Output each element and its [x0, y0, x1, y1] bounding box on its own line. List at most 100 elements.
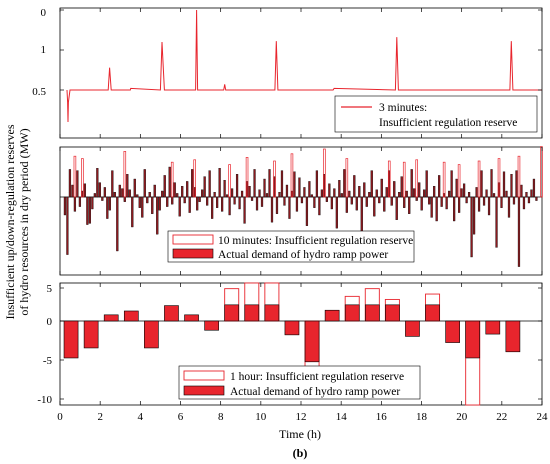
x-tick-label-24: 24: [537, 411, 549, 423]
x-tick-label-0: 0: [57, 411, 63, 423]
mid-demand-bar: [495, 196, 498, 248]
mid-demand-bar: [333, 188, 336, 198]
mid-reserve-outline-bar: [540, 146, 543, 198]
mid-demand-bar: [183, 196, 186, 204]
mid-demand-bar: [485, 189, 488, 198]
mid-demand-bar: [238, 196, 241, 210]
x-tick-label-16: 16: [376, 411, 388, 423]
mid-demand-bar: [260, 196, 264, 207]
mid-demand-bar: [512, 196, 516, 205]
mid-demand-bar: [535, 196, 538, 201]
mid-demand-bar: [355, 196, 358, 211]
mid-reserve-outline-bar: [228, 164, 231, 198]
mid-demand-bar: [116, 196, 119, 252]
mid-demand-bar: [268, 169, 271, 198]
mid-demand-bar: [250, 196, 254, 201]
mid-demand-bar: [345, 196, 348, 213]
mid-demand-bar: [393, 181, 396, 198]
mid-demand-bar: [420, 196, 423, 211]
mid-demand-bar: [203, 176, 206, 198]
mid-demand-bar: [218, 168, 221, 198]
mid-demand-bar: [166, 196, 169, 207]
mid-demand-bar: [71, 184, 74, 198]
mid-demand-bar: [168, 166, 171, 198]
mid-reserve-outline-bar: [517, 155, 521, 198]
bot-demand-bar-h10: [264, 304, 280, 322]
mid-demand-bar: [230, 188, 234, 198]
mid-demand-bar: [400, 176, 403, 198]
mid-demand-bar: [340, 193, 343, 198]
mid-demand-bar: [73, 196, 77, 212]
mid-demand-bar: [128, 189, 131, 198]
mid-demand-bar: [298, 177, 301, 198]
bot-demand-bar-h9: [244, 304, 260, 322]
mid-demand-bar: [123, 196, 126, 202]
mid-demand-bar: [343, 169, 346, 198]
mid-demand-bar: [383, 196, 386, 212]
mid-demand-bar: [313, 196, 316, 208]
mid-demand-bar: [378, 196, 381, 204]
mid-demand-bar: [101, 196, 104, 201]
mid-reserve-outline-bar: [290, 153, 294, 198]
top-ytick-0: 0: [41, 7, 47, 19]
mid-demand-bar: [158, 196, 161, 211]
top-ytick-0-5: 0.5: [32, 86, 46, 98]
mid-demand-bar: [430, 196, 433, 218]
mid-reserve-outline-bar: [193, 159, 196, 198]
bot-demand-bar-h7: [204, 320, 219, 331]
mid-reserve-outline-bar: [273, 160, 276, 198]
mid-demand-bar: [368, 192, 371, 198]
mid-demand-bar: [181, 186, 184, 198]
mid-demand-bar: [328, 183, 331, 198]
mid-demand-bar: [505, 190, 508, 198]
x-tick-label-10: 10: [255, 411, 267, 423]
mid-demand-bar: [68, 169, 72, 198]
mid-demand-bar: [358, 186, 361, 198]
mid-demand-bar: [213, 192, 216, 198]
bot-demand-bar-h13: [324, 309, 340, 322]
mid-demand-bar: [338, 180, 341, 198]
mid-demand-bar: [455, 178, 458, 198]
top-legend-box: [334, 95, 538, 133]
mid-demand-bar: [206, 196, 209, 206]
mid-demand-bar: [310, 194, 314, 198]
mid-demand-bar: [348, 190, 351, 198]
mid-demand-bar: [288, 196, 291, 219]
mid-demand-bar: [86, 196, 89, 225]
mid-demand-bar: [460, 188, 463, 198]
mid-reserve-outline-bar: [323, 148, 326, 198]
mid-demand-bar: [462, 183, 466, 198]
mid-demand-bar: [530, 189, 533, 198]
x-tick-label-6: 6: [178, 411, 184, 423]
y-axis-title-line1: Insufficient up/down-regulation reserves: [3, 124, 17, 319]
mid-demand-bar: [211, 196, 214, 219]
mid-demand-bar: [325, 196, 328, 202]
bot-demand-bar-h21: [485, 320, 501, 335]
mid-demand-bar: [138, 196, 141, 208]
x-tick-label-18: 18: [416, 411, 428, 423]
series-3-minutes-line: [66, 9, 542, 123]
mid-reserve-outline-bar: [415, 159, 418, 198]
x-tick-label-4: 4: [138, 411, 144, 423]
mid-demand-bar: [515, 170, 518, 198]
mid-demand-bar: [305, 196, 309, 226]
mid-legend: 10 minutes: Insufficient regulation rese…: [167, 230, 415, 263]
mid-demand-bar: [171, 196, 174, 205]
mid-demand-bar: [156, 196, 159, 235]
mid-demand-bar: [353, 175, 356, 198]
mid-demand-bar: [375, 189, 378, 198]
mid-demand-bar: [395, 196, 398, 220]
mid-demand-bar: [410, 169, 413, 198]
mid-demand-bar: [398, 192, 401, 198]
x-tick-labels: 0 2 4 6 8 10 12 14 16 18 20 22 24: [57, 411, 548, 423]
mid-reserve-outline-bar: [170, 161, 174, 198]
mid-demand-bar: [280, 170, 284, 198]
bot-ytick-minus5: -5: [43, 355, 53, 367]
mid-demand-bar: [96, 168, 99, 198]
mid-demand-bar: [208, 170, 211, 198]
bot-ytick-labels: 5 0 -5 -10: [37, 283, 52, 406]
mid-demand-bar: [330, 196, 333, 210]
bot-demand-bar-h22: [505, 320, 521, 353]
mid-demand-bar: [258, 189, 261, 198]
top-legend: 3 minutes: Insufficient regulation reser…: [334, 95, 538, 133]
